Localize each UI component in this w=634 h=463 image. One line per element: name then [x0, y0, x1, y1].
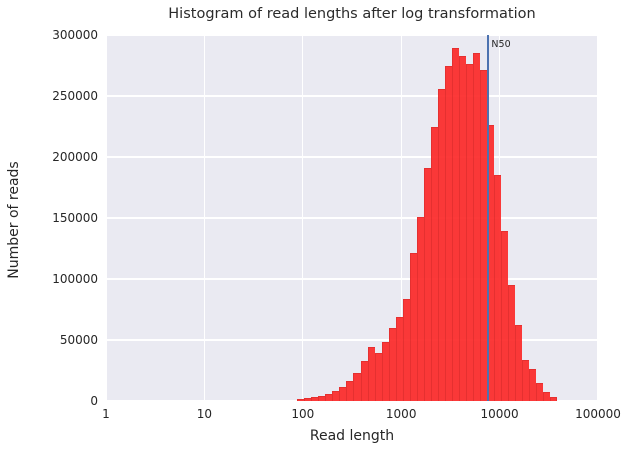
- histogram-bar: [501, 231, 508, 401]
- histogram-bar: [368, 347, 375, 401]
- histogram-bar: [424, 167, 431, 401]
- histogram-bar: [318, 396, 325, 401]
- histogram-bar: [403, 298, 410, 401]
- histogram-bar: [459, 55, 466, 401]
- y-tick-label: 300000: [52, 28, 98, 42]
- histogram-bar: [438, 88, 445, 401]
- histogram-bar: [550, 397, 557, 401]
- histogram-bar: [410, 253, 417, 401]
- histogram-bar: [396, 316, 403, 401]
- histogram-bar: [543, 392, 550, 401]
- h-gridline: [106, 278, 598, 280]
- y-tick-label: 200000: [52, 150, 98, 164]
- histogram-bar: [515, 325, 522, 401]
- h-gridline: [106, 339, 598, 341]
- n50-label: N50: [491, 39, 511, 50]
- y-tick-label: 0: [90, 394, 98, 408]
- x-tick-label: 100000: [575, 407, 621, 421]
- h-gridline: [106, 217, 598, 219]
- histogram-bar: [332, 391, 339, 401]
- v-gridline: [597, 35, 598, 401]
- x-tick-label: 100: [291, 407, 315, 421]
- v-gridline: [302, 35, 304, 401]
- histogram-bar: [452, 48, 459, 401]
- v-gridline: [106, 35, 107, 401]
- histogram-bar: [297, 399, 304, 401]
- y-tick-label: 150000: [52, 211, 98, 225]
- histogram-bar: [353, 372, 361, 401]
- histogram-bar: [431, 126, 438, 401]
- histogram-bar: [375, 353, 382, 401]
- y-tick-label: 50000: [59, 333, 98, 347]
- x-tick-label: 10: [196, 407, 213, 421]
- v-gridline: [400, 35, 402, 401]
- y-tick-label: 100000: [52, 272, 98, 286]
- histogram-bar: [466, 64, 473, 401]
- v-gridline: [203, 35, 206, 401]
- histogram-bar: [346, 381, 353, 401]
- x-axis-label: Read length: [309, 428, 395, 444]
- plot-area: N50: [106, 35, 598, 401]
- histogram-bar: [382, 342, 389, 401]
- histogram-bar: [522, 359, 529, 401]
- chart-title: Histogram of read lengths after log tran…: [168, 6, 536, 22]
- histogram-bar: [339, 386, 346, 401]
- y-tick-label: 250000: [52, 89, 98, 103]
- x-tick-label: 1000: [385, 407, 417, 421]
- n50-line: [487, 35, 490, 401]
- histogram-bar: [445, 65, 452, 401]
- histogram-bar: [361, 360, 368, 401]
- histogram-bar: [480, 70, 487, 401]
- histogram-bar: [311, 397, 318, 401]
- histogram-bar: [325, 394, 332, 401]
- histogram-bar: [473, 53, 480, 401]
- h-gridline: [106, 156, 598, 158]
- h-gridline: [106, 35, 598, 36]
- h-gridline: [106, 95, 598, 97]
- histogram-bar: [389, 327, 396, 401]
- histogram-bar: [494, 175, 501, 401]
- histogram-bar: [417, 216, 424, 401]
- x-tick-label: 1: [102, 407, 110, 421]
- histogram-bar: [508, 285, 515, 401]
- histogram-bar: [529, 369, 536, 401]
- histogram-bar: [536, 382, 543, 401]
- histogram-bar: [304, 398, 311, 401]
- x-tick-label: 10000: [480, 407, 519, 421]
